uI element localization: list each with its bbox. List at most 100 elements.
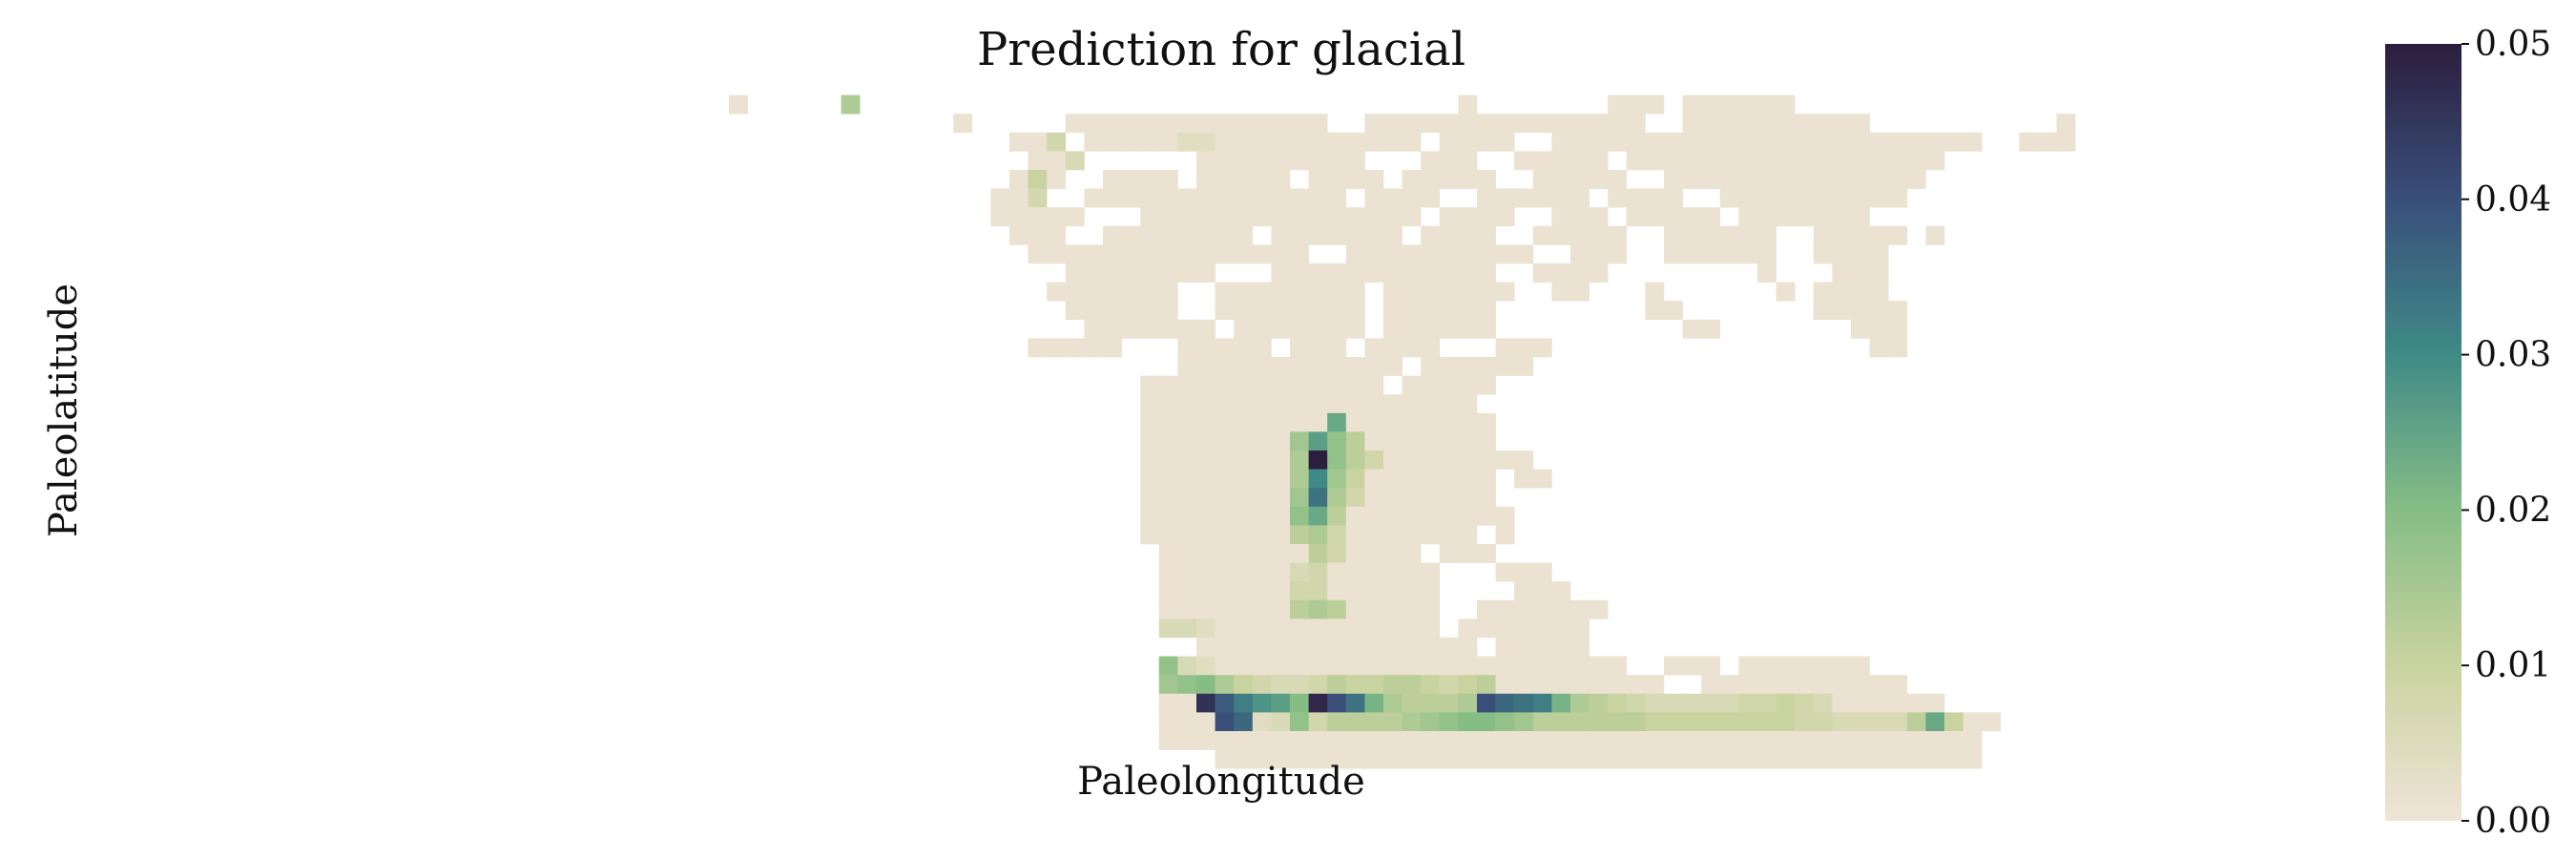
- heatmap-cell: [1439, 544, 1459, 563]
- heatmap-cell: [1215, 469, 1235, 489]
- heatmap-cell: [1906, 749, 1926, 769]
- heatmap-cell: [1364, 450, 1384, 470]
- heatmap-cell: [1140, 114, 1160, 134]
- heatmap-cell: [1271, 394, 1291, 414]
- heatmap-cell: [1271, 731, 1291, 750]
- heatmap-cell: [1738, 675, 1758, 695]
- heatmap-cell: [1608, 132, 1628, 152]
- heatmap-cell: [1645, 94, 1665, 115]
- heatmap-cell: [1963, 712, 1983, 732]
- heatmap-cell: [1477, 431, 1496, 451]
- heatmap-cell: [1645, 207, 1665, 227]
- heatmap-cell: [1888, 338, 1908, 358]
- heatmap-cell: [1851, 188, 1870, 208]
- heatmap-cell: [1364, 562, 1384, 582]
- heatmap-cell: [1421, 188, 1441, 208]
- heatmap-cell: [1234, 618, 1254, 639]
- heatmap-cell: [1215, 450, 1235, 470]
- heatmap-cell: [1158, 450, 1178, 470]
- heatmap-cell: [1177, 731, 1197, 750]
- heatmap-cell: [1271, 488, 1291, 508]
- heatmap-cell: [1252, 731, 1272, 750]
- heatmap-cell: [1290, 151, 1309, 171]
- heatmap-cell: [1421, 412, 1441, 432]
- heatmap-cell: [1177, 618, 1197, 639]
- heatmap-cell: [1757, 263, 1776, 283]
- heatmap-cell: [1402, 170, 1422, 189]
- heatmap-cell: [1608, 693, 1628, 713]
- heatmap-cell: [1234, 693, 1254, 713]
- heatmap-cell: [1345, 656, 1365, 676]
- heatmap-cell: [1532, 712, 1552, 732]
- heatmap-cell: [1290, 488, 1309, 508]
- heatmap-cell: [1215, 244, 1235, 264]
- heatmap-cell: [1495, 450, 1515, 470]
- heatmap-cell: [1158, 188, 1178, 208]
- heatmap-cell: [1271, 562, 1291, 582]
- heatmap-cell: [1421, 656, 1441, 676]
- heatmap-cell: [1364, 488, 1384, 508]
- heatmap-cell: [1495, 114, 1515, 134]
- heatmap-cell: [1439, 638, 1459, 657]
- heatmap-cell: [1551, 225, 1571, 245]
- heatmap-cell: [1776, 207, 1796, 227]
- heatmap-cell: [1383, 412, 1402, 432]
- heatmap-cell: [1383, 450, 1402, 470]
- heatmap-cell: [1364, 114, 1384, 134]
- heatmap-cell: [1776, 656, 1796, 676]
- heatmap-cell: [1813, 749, 1833, 769]
- heatmap-cell: [2038, 132, 2057, 152]
- heatmap-cell: [1234, 244, 1254, 264]
- heatmap-cell: [1065, 151, 1085, 171]
- heatmap-cell: [1532, 114, 1552, 134]
- heatmap-cell: [1925, 151, 1945, 171]
- heatmap-cell: [1608, 225, 1628, 245]
- heatmap-cell: [1514, 469, 1534, 489]
- heatmap-cell: [1626, 94, 1646, 115]
- heatmap-cell: [1047, 170, 1067, 189]
- heatmap-cell: [1252, 170, 1272, 189]
- heatmap-cell: [1495, 675, 1515, 695]
- heatmap-cell: [1589, 244, 1609, 264]
- heatmap-cell: [1851, 207, 1870, 227]
- heatmap-cell: [1514, 338, 1534, 358]
- heatmap-cell: [1047, 282, 1067, 302]
- heatmap-cell: [1421, 450, 1441, 470]
- heatmap-cell: [1308, 188, 1328, 208]
- heatmap-cell: [841, 94, 861, 115]
- heatmap-cell: [1047, 151, 1067, 171]
- heatmap-cell: [1140, 394, 1160, 414]
- heatmap-cell: [1832, 207, 1852, 227]
- heatmap-cell: [1589, 656, 1609, 676]
- heatmap-cell: [1570, 749, 1589, 769]
- heatmap-cell: [1776, 170, 1796, 189]
- heatmap-cell: [1252, 712, 1272, 732]
- heatmap-cell: [1345, 618, 1365, 639]
- heatmap-cell: [1345, 244, 1365, 264]
- heatmap-cell: [1196, 132, 1215, 152]
- heatmap-cell: [1402, 581, 1422, 601]
- heatmap-cell: [1458, 263, 1478, 283]
- heatmap-cell: [1495, 618, 1515, 639]
- heatmap-cell: [1757, 151, 1776, 171]
- heatmap-cell: [1271, 319, 1291, 339]
- heatmap-cell: [1757, 749, 1776, 769]
- heatmap-cell: [1158, 581, 1178, 601]
- heatmap-cell: [1851, 675, 1870, 695]
- heatmap-cell: [1009, 170, 1028, 189]
- heatmap-cell: [1196, 170, 1215, 189]
- heatmap-cell: [1103, 170, 1122, 189]
- heatmap-cell: [1402, 188, 1422, 208]
- heatmap-cell: [1645, 712, 1665, 732]
- heatmap-cell: [1234, 506, 1254, 526]
- heatmap-cell: [2056, 114, 2076, 134]
- heatmap-cell: [1383, 357, 1402, 376]
- heatmap-cell: [1215, 357, 1235, 376]
- heatmap-cell: [1271, 618, 1291, 639]
- heatmap-cell: [1084, 282, 1104, 302]
- heatmap-cell: [1458, 431, 1478, 451]
- heatmap-cell: [1364, 188, 1384, 208]
- heatmap-cell: [1271, 749, 1291, 769]
- heatmap-cell: [1832, 132, 1852, 152]
- heatmap-cell: [1514, 675, 1534, 695]
